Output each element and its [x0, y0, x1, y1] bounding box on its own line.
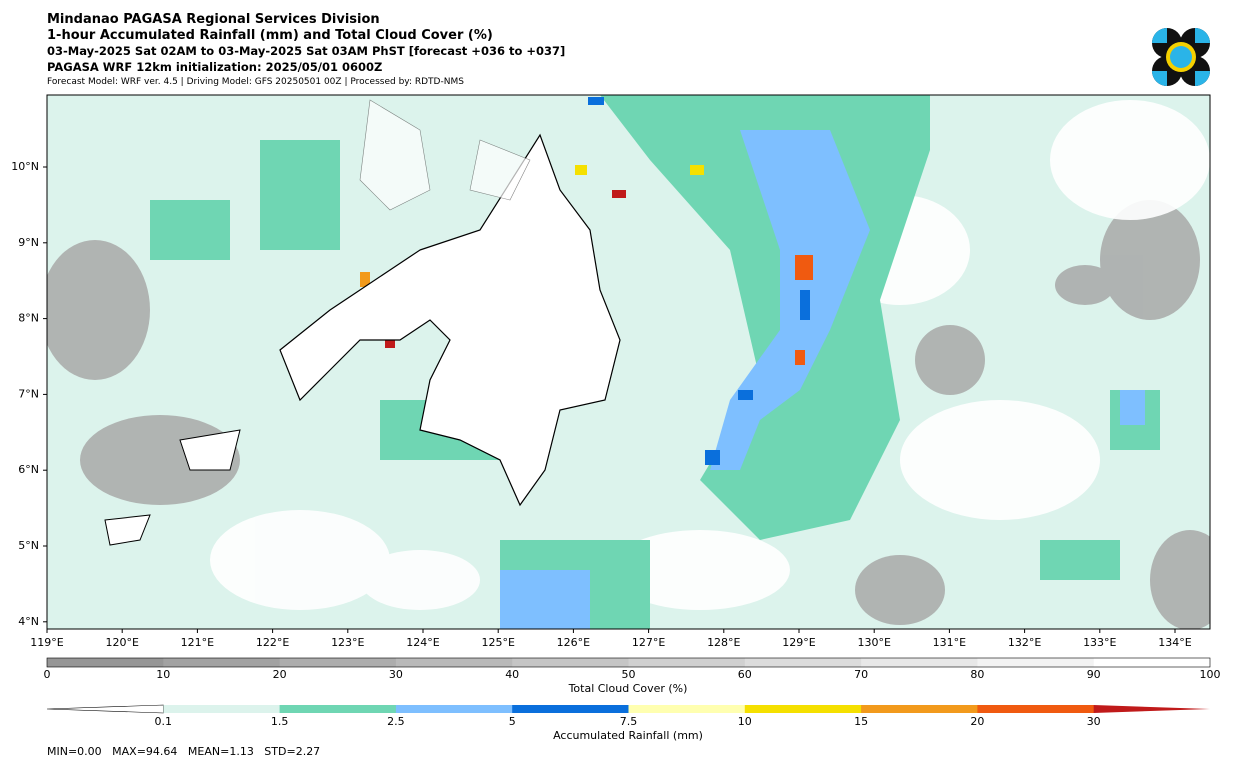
lon-label: 131°E: [933, 636, 966, 649]
model-info: Forecast Model: WRF ver. 4.5 | Driving M…: [47, 77, 464, 87]
cloud-color-segment: [1093, 658, 1211, 667]
cloud-color-segment: [395, 658, 513, 667]
lon-label: 126°E: [557, 636, 590, 649]
lat-label: 6°N: [18, 463, 39, 476]
rain-tick-label: 30: [1087, 715, 1101, 728]
title: Mindanao PAGASA Regional Services Divisi…: [47, 12, 380, 27]
rain-color-segment: [395, 705, 513, 713]
cloud-color-segment: [47, 658, 164, 667]
logo: [1152, 28, 1210, 86]
cloud-color-segment: [512, 658, 629, 667]
rain-color-segment: [744, 705, 862, 713]
rain-color-segment: [512, 705, 629, 713]
islands: [104, 429, 241, 546]
cloud-tick-label: 50: [622, 668, 636, 681]
lon-axis: 119°E 120°E 121°E 122°E 123°E 124°E 125°E 126°E…: [30, 629, 1192, 649]
rain-tick-label: 1.5: [271, 715, 289, 728]
lon-label: 121°E: [181, 636, 214, 649]
cloud-color-segment: [744, 658, 862, 667]
cloud-tick-label: 10: [156, 668, 170, 681]
rain-colorbar: 0.1 1.5 2.5 5 7.5 10 15 20 30: [46, 704, 1210, 728]
lon-label: 132°E: [1008, 636, 1041, 649]
visayas: [359, 99, 531, 211]
rain-tick-label: 7.5: [620, 715, 638, 728]
lon-label: 122°E: [256, 636, 289, 649]
cloud-tick-label: 60: [738, 668, 752, 681]
lat-label: 4°N: [18, 615, 39, 628]
rain-tick-label: 5: [509, 715, 516, 728]
rain-under-triangle: [46, 704, 164, 714]
lon-label: 119°E: [30, 636, 63, 649]
cloud-colorbar-frame: [46, 657, 1211, 668]
cloud-tick-label: 80: [970, 668, 984, 681]
lat-label: 9°N: [18, 236, 39, 249]
cloud-color-segment: [628, 658, 746, 667]
init: PAGASA WRF 12km initialization: 2025/05/…: [47, 60, 382, 74]
lon-label: 130°E: [857, 636, 890, 649]
rain-color-segment: [977, 705, 1095, 713]
lat-label: 8°N: [18, 312, 39, 325]
cloud-tick-label: 90: [1087, 668, 1101, 681]
rain-color-segment: [628, 705, 746, 713]
cloud-color-segment: [163, 658, 281, 667]
lat-label: 10°N: [11, 160, 39, 173]
cloud-tick-label: 70: [854, 668, 868, 681]
rain-tick-label: 10: [738, 715, 752, 728]
lat-label: 7°N: [18, 387, 39, 400]
cloud-colorbar: 0 10 20 30 40 50 60 70 80 90 100: [44, 657, 1221, 681]
rain-tick-label: 0.1: [155, 715, 173, 728]
cloud-colorbar-label: Total Cloud Cover (%): [568, 682, 688, 695]
cloud-color-segment: [279, 658, 397, 667]
cloud-tick-label: 0: [44, 668, 51, 681]
lon-label: 129°E: [782, 636, 815, 649]
lon-label: 127°E: [632, 636, 665, 649]
map: [46, 94, 1211, 630]
map-frame: [46, 94, 1211, 630]
cloud-tick-label: 40: [505, 668, 519, 681]
lon-label: 134°E: [1158, 636, 1191, 649]
lon-label: 123°E: [331, 636, 364, 649]
stats: MIN=0.00 MAX=94.64 MEAN=1.13 STD=2.27: [47, 745, 320, 758]
cloud-color-segment: [977, 658, 1095, 667]
subtitle: 1-hour Accumulated Rainfall (mm) and Tot…: [47, 28, 493, 43]
rain-color-segment: [279, 705, 397, 713]
lon-label: 128°E: [707, 636, 740, 649]
rain-colorbar-label: Accumulated Rainfall (mm): [553, 729, 703, 742]
period: 03-May-2025 Sat 02AM to 03-May-2025 Sat …: [47, 44, 565, 58]
rain-tick-label: 20: [970, 715, 984, 728]
mindanao: [279, 133, 621, 507]
rain-over-triangle: [1093, 705, 1210, 713]
lat-label: 5°N: [18, 539, 39, 552]
lon-label: 133°E: [1083, 636, 1116, 649]
rain-tick-label: 15: [854, 715, 868, 728]
cloud-tick-label: 20: [273, 668, 287, 681]
rain-color-segment: [163, 705, 281, 713]
lon-label: 124°E: [406, 636, 439, 649]
rain-tick-label: 2.5: [387, 715, 405, 728]
lon-label: 125°E: [481, 636, 514, 649]
cloud-color-segment: [861, 658, 978, 667]
lat-axis: 10°N 9°N 8°N 7°N 6°N 5°N 4°N: [11, 160, 47, 628]
rain-color-segment: [861, 705, 978, 713]
cloud-tick-label: 100: [1200, 668, 1221, 681]
lon-label: 120°E: [105, 636, 138, 649]
cloud-tick-label: 30: [389, 668, 403, 681]
